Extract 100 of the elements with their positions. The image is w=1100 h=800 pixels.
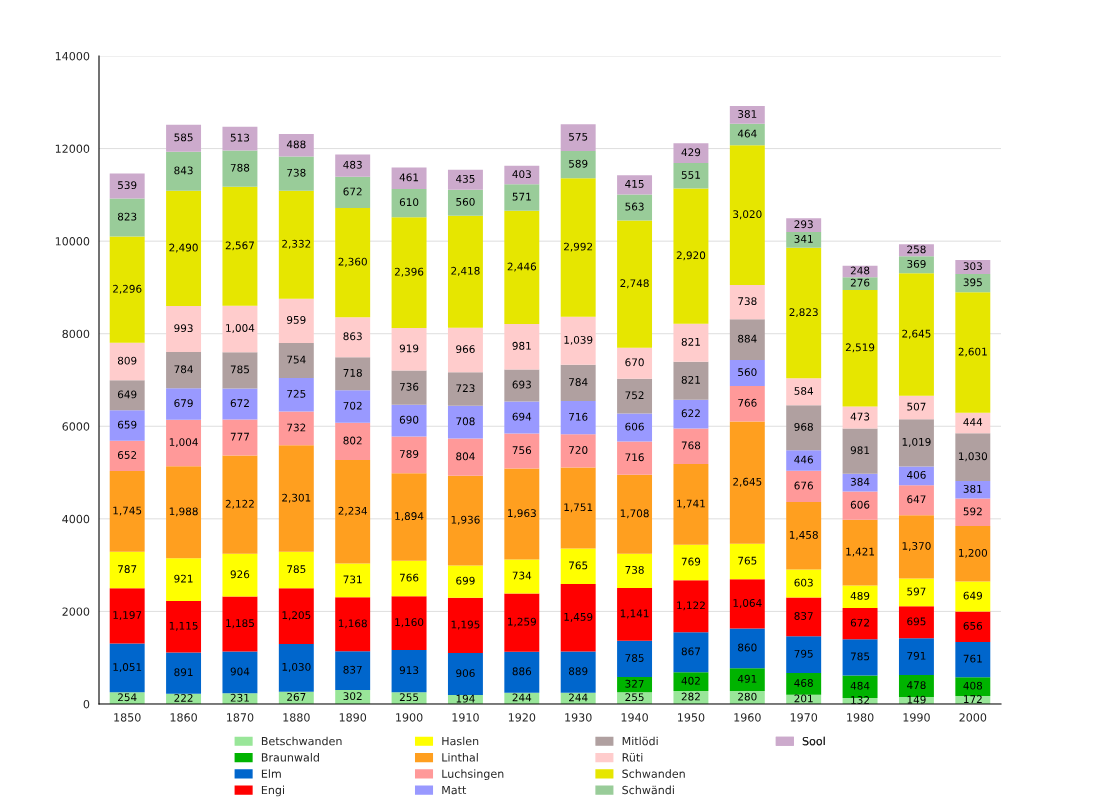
bar	[786, 470, 822, 503]
x-tick-label: 1960	[734, 713, 761, 722]
bar	[335, 390, 371, 423]
data-label: 804	[456, 452, 475, 461]
data-label: 752	[625, 391, 644, 400]
bar	[842, 473, 878, 492]
data-label: 785	[625, 654, 644, 662]
bar	[898, 578, 934, 607]
x-tick-label: 1900	[396, 713, 423, 722]
legend-label: Rüti	[622, 752, 643, 762]
data-label: 1,197	[113, 611, 142, 620]
bar	[109, 380, 145, 411]
bar	[504, 468, 540, 560]
bar	[898, 515, 934, 579]
data-label: 2,446	[507, 262, 537, 272]
bar	[842, 289, 878, 407]
data-label: 255	[625, 693, 644, 702]
data-label: 1,064	[733, 599, 762, 608]
data-label: 488	[286, 140, 306, 149]
bar	[955, 498, 991, 526]
data-label: 1,019	[902, 437, 931, 447]
bar	[955, 433, 991, 481]
bar	[617, 587, 653, 641]
data-label: 406	[907, 470, 926, 479]
data-label: 889	[568, 667, 588, 676]
bar	[278, 643, 314, 692]
data-label: 395	[963, 278, 982, 287]
data-label: 473	[850, 412, 870, 421]
data-label: 679	[174, 399, 193, 408]
data-label: 597	[907, 587, 926, 596]
data-label: 716	[569, 412, 588, 421]
data-label: 966	[456, 345, 475, 354]
data-label: 222	[174, 694, 193, 702]
data-label: 585	[174, 133, 193, 142]
data-label: 491	[737, 674, 757, 683]
data-label: 1,030	[282, 662, 311, 672]
data-label: 603	[794, 578, 813, 587]
data-label: 1,030	[959, 452, 988, 462]
bar	[729, 284, 765, 320]
bar	[673, 672, 709, 691]
bar	[673, 188, 709, 324]
data-label: 484	[850, 681, 870, 690]
x-tick-label: 1890	[339, 713, 367, 722]
data-label: 622	[681, 409, 700, 418]
y-tick-label: 4000	[62, 514, 90, 524]
data-label: 2,645	[902, 329, 931, 339]
bar	[222, 305, 258, 353]
data-label: 906	[456, 669, 475, 678]
data-label: 589	[569, 159, 588, 168]
bar	[504, 433, 540, 469]
bar	[898, 419, 934, 467]
bar	[391, 370, 427, 405]
bar	[278, 377, 314, 412]
bar	[222, 553, 258, 597]
data-label: 2,301	[282, 493, 311, 503]
bar	[447, 475, 483, 566]
data-label: 1,741	[677, 499, 705, 509]
data-label: 891	[174, 668, 193, 677]
bar	[222, 651, 258, 694]
bar	[842, 675, 878, 698]
data-label: 738	[738, 297, 757, 306]
data-label: 1,708	[620, 509, 649, 519]
bar	[166, 352, 202, 389]
bar	[842, 406, 878, 429]
data-label: 766	[399, 573, 419, 582]
legend-label: Luchsingen	[442, 769, 504, 781]
legend-label: Schwändi	[622, 785, 674, 795]
data-label: 716	[625, 453, 644, 462]
data-label: 672	[230, 399, 249, 408]
bar	[673, 323, 709, 362]
x-tick-label: 1980	[847, 713, 874, 722]
bar	[842, 519, 878, 586]
bar	[447, 372, 483, 406]
bar	[278, 411, 314, 446]
bar	[166, 151, 202, 191]
bar	[729, 106, 765, 124]
bar	[166, 466, 202, 559]
bar	[673, 399, 709, 429]
bar	[109, 588, 145, 644]
bar	[729, 123, 765, 146]
data-label: 255	[399, 693, 419, 702]
data-label: 821	[681, 375, 700, 384]
data-label: 993	[174, 324, 193, 333]
bar	[898, 466, 934, 486]
bar	[109, 471, 145, 552]
data-label: 276	[850, 278, 870, 287]
bar	[335, 597, 371, 652]
data-label: 802	[343, 436, 362, 445]
data-label: 2,748	[620, 279, 649, 289]
x-tick-label: 1920	[508, 713, 536, 722]
bar	[335, 317, 371, 358]
data-label: 695	[907, 617, 926, 626]
bar	[447, 405, 483, 439]
data-label: 1,115	[169, 621, 198, 631]
bar	[222, 150, 258, 187]
x-tick-label: 1880	[283, 713, 310, 722]
data-label: 539	[118, 181, 137, 190]
data-label: 461	[399, 173, 419, 182]
bar	[617, 677, 653, 693]
bar	[955, 292, 991, 413]
